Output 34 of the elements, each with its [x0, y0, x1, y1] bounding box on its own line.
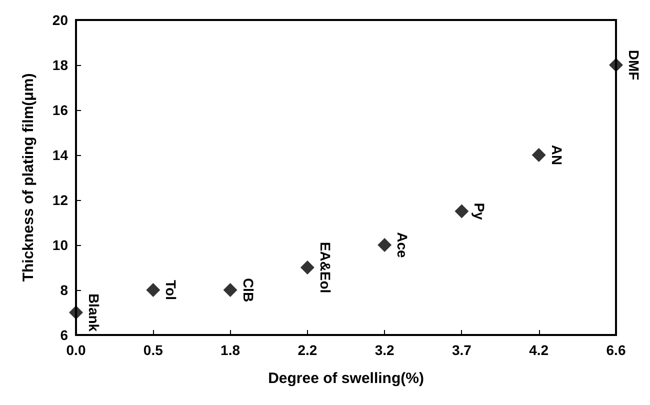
y-tick-label: 10: [52, 237, 68, 253]
annotation: ClB: [240, 278, 256, 302]
annotation: EA&Eol: [317, 242, 334, 294]
x-tick-label: 3.2: [374, 342, 395, 358]
x-tick-label: 0.0: [66, 342, 86, 358]
point: [300, 260, 314, 274]
x-tick-label: 3.7: [452, 342, 472, 358]
annotation: Ace: [394, 232, 411, 258]
x-axis-title: Degree of swelling(%): [268, 370, 424, 387]
annotation: DMF: [626, 50, 642, 81]
y-tick-label: 12: [52, 192, 68, 208]
x-tick-label: 2.2: [298, 342, 318, 358]
y-tick-label: 8: [60, 282, 68, 298]
point: [69, 306, 83, 320]
y-tick-label: 14: [52, 147, 68, 163]
x-tick-label: 4.2: [529, 342, 549, 358]
y-tick-label: 20: [52, 12, 68, 28]
annotation: Py: [472, 202, 488, 220]
annotation: AN: [548, 144, 565, 166]
x-tick-label: 1.8: [220, 342, 240, 358]
y-tick-label: 6: [60, 327, 68, 343]
point: [532, 148, 546, 162]
annotation: Tol: [163, 280, 180, 300]
x-tick-label: 6.6: [606, 342, 626, 358]
x-tick-label: 0.5: [143, 342, 164, 358]
point: [454, 204, 469, 218]
y-tick-label: 18: [52, 57, 68, 73]
y-tick-label: 16: [52, 102, 68, 118]
point: [146, 283, 160, 297]
point: [378, 238, 392, 252]
y-axis-title: Thickness of plating film(μm): [20, 73, 37, 282]
point: [609, 58, 623, 72]
annotation: Blank: [86, 293, 102, 332]
point: [223, 283, 238, 297]
